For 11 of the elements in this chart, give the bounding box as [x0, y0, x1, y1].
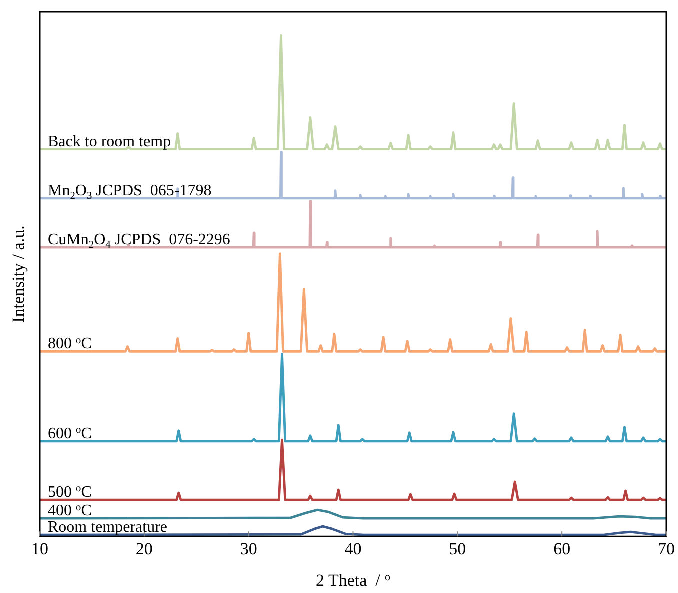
x-axis-title: 2 Theta / o [316, 571, 391, 590]
series-label: Room temperature [48, 519, 168, 536]
y-axis-title: Intensity / a.u. [9, 226, 28, 323]
x-tick-label: 40 [344, 539, 362, 558]
x-tick-label: 70 [658, 539, 675, 558]
x-tick-label: 30 [240, 539, 258, 558]
x-tick-label: 60 [554, 539, 571, 558]
series-label: Back to room temp [48, 133, 172, 150]
x-tick-label: 50 [449, 539, 466, 558]
x-tick-label: 10 [32, 539, 48, 558]
x-tick-label: 20 [136, 539, 153, 558]
